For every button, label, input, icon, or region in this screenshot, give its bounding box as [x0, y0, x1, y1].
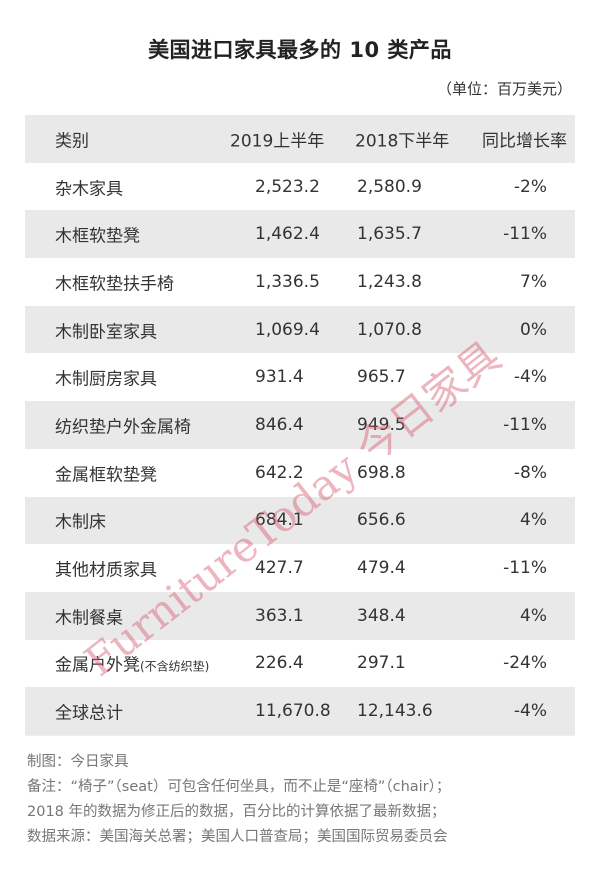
- table-row: 全球总计 11,670.8 12,143.6 -4%: [25, 687, 575, 735]
- cell-2019h1: 642.2: [255, 462, 304, 483]
- cell-2018h2: 1,243.8: [357, 271, 422, 292]
- page-title: 美国进口家具最多的 10 类产品: [148, 38, 452, 62]
- cell-2018h2: 656.6: [357, 510, 406, 531]
- cell-category: 纺织垫户外金属椅: [55, 417, 191, 438]
- cell-2018h2: 12,143.6: [357, 701, 433, 722]
- cell-yoy: -11%: [503, 558, 547, 579]
- cell-yoy: -11%: [503, 414, 547, 435]
- cell-2019h1: 684.1: [255, 510, 304, 531]
- table-row: 其他材质家具 427.7 479.4 -11%: [25, 544, 575, 592]
- cell-2019h1: 931.4: [255, 367, 304, 388]
- table-row: 金属框软垫凳 642.2 698.8 -8%: [25, 449, 575, 497]
- header-2018h2: 2018下半年: [355, 131, 450, 152]
- cell-2019h1: 226.4: [255, 653, 304, 674]
- header-2019h1: 2019上半年: [230, 131, 325, 152]
- note-revision: 2018 年的数据为修正后的数据，百分比的计算依据了最新数据；: [27, 804, 446, 820]
- cell-category: 金属户外凳(不含纺织垫): [55, 651, 209, 676]
- cell-category-note: (不含纺织垫): [140, 659, 210, 674]
- header-yoy: 同比增长率: [482, 131, 567, 152]
- table-row: 木框软垫扶手椅 1,336.5 1,243.8 7%: [25, 258, 575, 306]
- cell-category: 木框软垫扶手椅: [55, 274, 174, 295]
- cell-2019h1: 1,336.5: [255, 271, 320, 292]
- cell-category: 金属框软垫凳: [55, 465, 157, 486]
- cell-2018h2: 2,580.9: [357, 176, 422, 197]
- divider: [25, 735, 575, 736]
- cell-2018h2: 1,635.7: [357, 224, 422, 245]
- cell-2019h1: 1,069.4: [255, 319, 320, 340]
- cell-2019h1: 11,670.8: [255, 701, 331, 722]
- cell-2019h1: 846.4: [255, 414, 304, 435]
- cell-2019h1: 363.1: [255, 605, 304, 626]
- unit-label: （单位：百万美元）: [436, 80, 572, 98]
- cell-category: 全球总计: [55, 703, 123, 724]
- data-table: 类别 2019上半年 2018下半年 同比增长率 杂木家具 2,523.2 2,58…: [25, 115, 575, 735]
- table-row: 杂木家具 2,523.2 2,580.9 -2%: [25, 163, 575, 211]
- table-row: 木制床 684.1 656.6 4%: [25, 496, 575, 545]
- cell-yoy: -4%: [513, 367, 547, 388]
- cell-2018h2: 949.5: [357, 414, 406, 435]
- cell-category: 木框软垫凳: [55, 226, 140, 247]
- cell-2018h2: 1,070.8: [357, 319, 422, 340]
- cell-yoy: 4%: [520, 605, 547, 626]
- cell-category-text: 金属户外凳: [55, 655, 140, 676]
- cell-2018h2: 698.8: [357, 462, 406, 483]
- note-source: 数据来源：美国海关总署；美国人口普查局；美国国际贸易委员会: [27, 829, 448, 845]
- cell-category: 木制床: [55, 512, 106, 533]
- table-row: 木制餐桌 363.1 348.4 4%: [25, 591, 575, 640]
- cell-yoy: 4%: [520, 510, 547, 531]
- cell-category: 杂木家具: [55, 179, 123, 200]
- table-header: 类别 2019上半年 2018下半年 同比增长率: [25, 115, 575, 163]
- cell-yoy: 0%: [520, 319, 547, 340]
- header-category: 类别: [55, 131, 89, 152]
- table-row: 木框软垫凳 1,462.4 1,635.7 -11%: [25, 210, 575, 259]
- cell-yoy: -4%: [513, 701, 547, 722]
- cell-category: 木制餐桌: [55, 608, 123, 629]
- cell-yoy: -2%: [513, 176, 547, 197]
- cell-category: 其他材质家具: [55, 560, 157, 581]
- cell-yoy: -11%: [503, 224, 547, 245]
- cell-2019h1: 1,462.4: [255, 224, 320, 245]
- notes: 制图：今日家具 备注：“椅子”（seat）可包含任何坐具，而不止是“座椅”（ch…: [27, 750, 450, 850]
- table-row: 金属户外凳(不含纺织垫) 226.4 297.1 -24%: [25, 640, 575, 688]
- cell-category: 木制厨房家具: [55, 369, 157, 390]
- table-row: 木制卧室家具 1,069.4 1,070.8 0%: [25, 305, 575, 354]
- note-remark: 备注：“椅子”（seat）可包含任何坐具，而不止是“座椅”（chair）；: [27, 779, 451, 795]
- cell-2018h2: 965.7: [357, 367, 406, 388]
- cell-2018h2: 348.4: [357, 605, 406, 626]
- cell-yoy: -24%: [503, 653, 547, 674]
- cell-category: 木制卧室家具: [55, 322, 157, 343]
- cell-2019h1: 427.7: [255, 558, 304, 579]
- cell-2018h2: 479.4: [357, 558, 406, 579]
- cell-2018h2: 297.1: [357, 653, 406, 674]
- cell-yoy: -8%: [513, 462, 547, 483]
- table-row: 木制厨房家具 931.4 965.7 -4%: [25, 353, 575, 401]
- cell-2019h1: 2,523.2: [255, 176, 320, 197]
- table-row: 纺织垫户外金属椅 846.4 949.5 -11%: [25, 401, 575, 449]
- cell-yoy: 7%: [520, 271, 547, 292]
- note-credit: 制图：今日家具: [27, 754, 129, 770]
